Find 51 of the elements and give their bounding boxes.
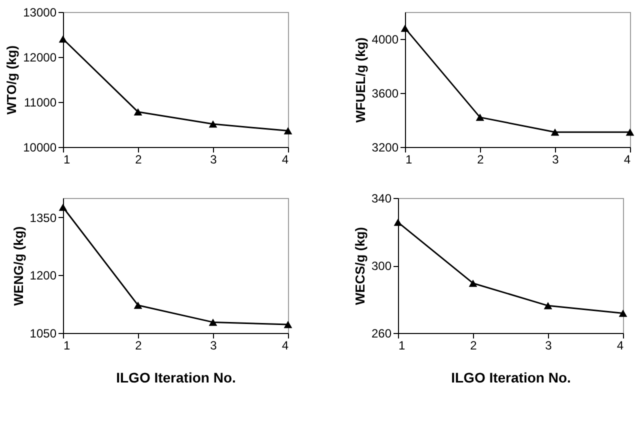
point [618, 310, 628, 317]
point [208, 318, 218, 326]
y-tick-label: 340 [371, 192, 392, 206]
point [284, 127, 292, 134]
x-tick-label: 4 [624, 152, 631, 166]
y-axis-title: WFUEL/g (kg) [352, 37, 368, 123]
x-tick-label: 4 [282, 152, 289, 166]
x-tick-label: 2 [477, 152, 484, 166]
x-tick-label: 1 [406, 152, 412, 166]
x-tick-label: 2 [135, 338, 142, 352]
x-tick-label: 3 [552, 152, 560, 166]
x-tick-label: 3 [545, 338, 552, 352]
y-tick-label: 1350 [30, 210, 57, 225]
y-tick-label: 12000 [23, 50, 57, 64]
point [544, 302, 552, 310]
point [134, 302, 142, 309]
point [134, 108, 142, 116]
y-tick-label: 1050 [30, 326, 57, 340]
x-tick-label: 2 [135, 152, 142, 166]
x-tick-label: 3 [210, 152, 218, 166]
y-axis-title: WECS/g (kg) [352, 227, 368, 305]
point [208, 120, 218, 128]
y-tick-label: 10000 [23, 140, 57, 154]
x-tick-label: 3 [210, 338, 218, 352]
y-tick-label: 260 [371, 326, 392, 340]
point [550, 128, 560, 136]
y-tick-label: 1200 [30, 268, 57, 283]
point [284, 320, 292, 328]
x-tick-label: 1 [64, 152, 70, 166]
point [394, 218, 402, 226]
point [476, 114, 484, 121]
y-tick-label: 3200 [372, 140, 399, 154]
x-tick-label: 1 [64, 338, 70, 352]
point [400, 24, 410, 32]
point [58, 35, 68, 43]
y-tick-label: 4000 [372, 32, 399, 46]
y-tick-label: 3600 [372, 86, 399, 100]
x-tick-label: 4 [282, 338, 289, 352]
y-tick-label: 11000 [24, 96, 57, 110]
y-tick-label: 300 [371, 259, 392, 273]
x-tick-label: 2 [470, 338, 478, 352]
x-tick-label: 4 [616, 338, 624, 352]
point [58, 204, 68, 211]
x-axis-title: ILGO Iteration No. [451, 370, 571, 386]
x-tick-label: 1 [398, 338, 406, 352]
point [468, 280, 478, 287]
x-axis-title: ILGO Iteration No. [116, 370, 236, 386]
y-axis-title: WTO/g (kg) [4, 45, 20, 115]
point [626, 128, 634, 136]
y-axis-title: WENG/g (kg) [10, 226, 26, 306]
y-tick-label: 13000 [23, 6, 57, 20]
